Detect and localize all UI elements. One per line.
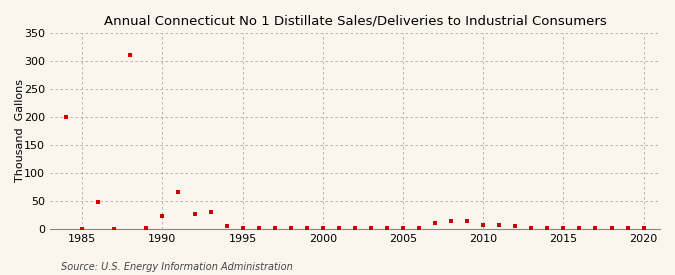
Point	[398, 226, 408, 230]
Point	[141, 225, 152, 230]
Point	[366, 226, 377, 230]
Point	[542, 225, 553, 230]
Point	[221, 224, 232, 228]
Point	[173, 190, 184, 195]
Point	[606, 226, 617, 230]
Point	[286, 225, 296, 230]
Point	[205, 210, 216, 215]
Point	[237, 225, 248, 230]
Text: Source: U.S. Energy Information Administration: Source: U.S. Energy Information Administ…	[61, 262, 292, 272]
Point	[638, 225, 649, 230]
Point	[430, 221, 441, 225]
Point	[494, 223, 505, 227]
Point	[446, 219, 456, 224]
Point	[478, 222, 489, 227]
Point	[510, 224, 520, 228]
Point	[574, 225, 585, 230]
Point	[381, 226, 392, 230]
Point	[109, 226, 119, 231]
Point	[61, 115, 72, 119]
Point	[93, 200, 104, 205]
Point	[317, 226, 328, 230]
Point	[189, 211, 200, 216]
Point	[414, 226, 425, 230]
Title: Annual Connecticut No 1 Distillate Sales/Deliveries to Industrial Consumers: Annual Connecticut No 1 Distillate Sales…	[103, 15, 606, 28]
Point	[157, 214, 168, 218]
Point	[526, 225, 537, 230]
Point	[590, 226, 601, 230]
Point	[77, 226, 88, 231]
Y-axis label: Thousand  Gallons: Thousand Gallons	[15, 79, 25, 183]
Point	[125, 52, 136, 57]
Point	[301, 226, 312, 230]
Point	[622, 226, 633, 230]
Point	[253, 226, 264, 230]
Point	[558, 226, 569, 230]
Point	[350, 226, 360, 230]
Point	[333, 226, 344, 230]
Point	[462, 219, 472, 224]
Point	[269, 226, 280, 230]
